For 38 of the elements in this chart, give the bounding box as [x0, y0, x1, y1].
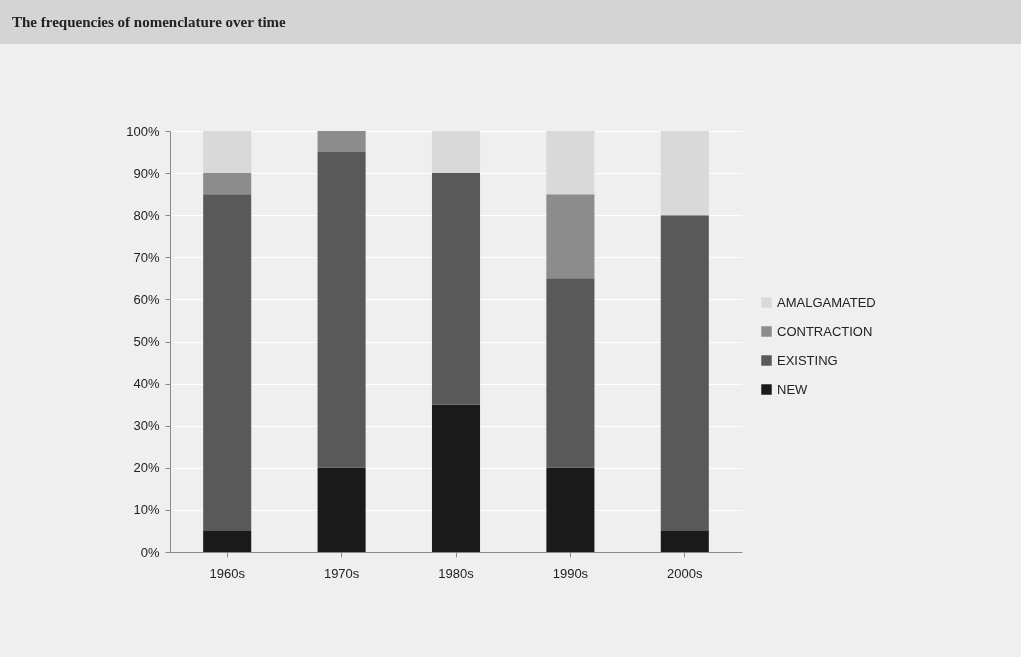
bar: [546, 131, 595, 195]
chart-title: The frequencies of nomenclature over time: [0, 0, 1021, 44]
y-tick-label: 10%: [133, 502, 160, 518]
bar: [431, 404, 481, 552]
bar: [431, 173, 481, 405]
x-tick-label: 1980s: [438, 565, 475, 581]
x-tick-label: 2000s: [667, 565, 704, 581]
y-tick-label: 50%: [133, 334, 160, 349]
legend-label: AMALGAMATED: [777, 294, 876, 310]
y-tick-label: 0%: [140, 544, 160, 560]
bar: [203, 131, 252, 174]
legend-label: CONTRACTION: [777, 323, 873, 339]
y-tick-label: 70%: [133, 249, 160, 265]
y-tick-label: 80%: [133, 207, 160, 223]
x-tick-label: 1970s: [323, 565, 360, 581]
bar: [546, 194, 595, 279]
bar: [546, 278, 595, 468]
bar: [203, 194, 252, 531]
bar: [431, 131, 481, 174]
y-tick-label: 90%: [133, 165, 160, 181]
bar: [317, 131, 366, 153]
y-tick-label: 40%: [133, 376, 160, 392]
x-tick-label: 1960s: [209, 565, 246, 581]
x-tick-label: 1990s: [552, 565, 589, 581]
y-tick-label: 20%: [133, 460, 160, 476]
legend-label: NEW: [777, 381, 809, 397]
bar: [660, 530, 709, 552]
y-tick-label: 100%: [126, 123, 160, 139]
bar: [660, 215, 709, 531]
bar: [317, 152, 366, 468]
bar: [203, 173, 252, 195]
bar: [546, 467, 595, 552]
legend-label: EXISTING: [777, 352, 838, 368]
bar: [317, 467, 366, 552]
bar: [660, 131, 709, 216]
y-tick-label: 60%: [133, 291, 160, 307]
bar: [203, 530, 252, 552]
y-tick-label: 30%: [133, 418, 160, 434]
